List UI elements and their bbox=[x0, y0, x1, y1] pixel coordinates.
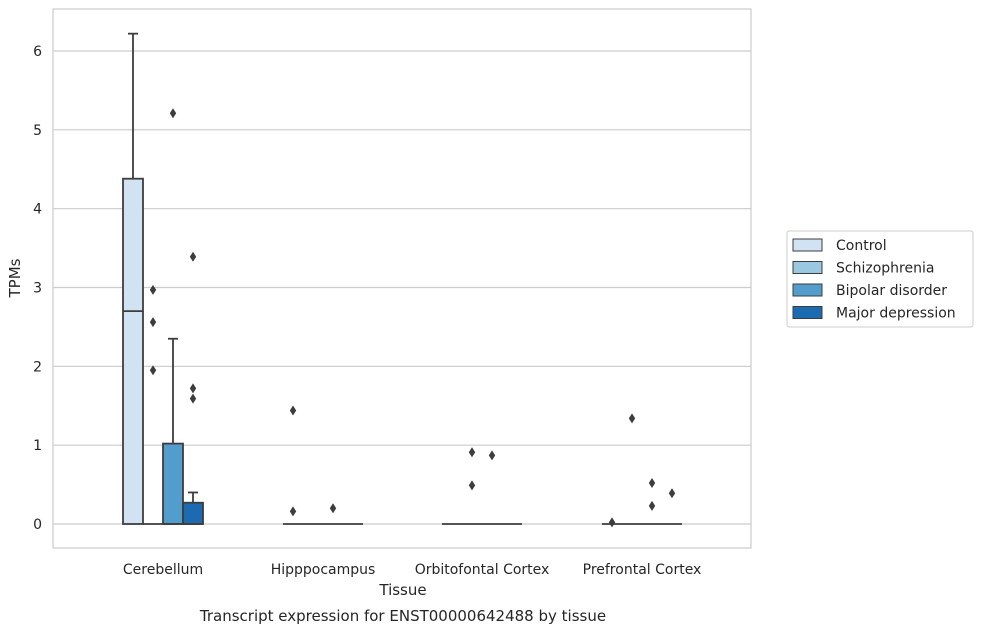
y-axis-ticks: 0 1 2 3 4 5 6 bbox=[33, 44, 42, 533]
box-control bbox=[602, 517, 622, 528]
legend-swatch bbox=[792, 238, 823, 252]
x-axis-label: Tissue bbox=[378, 581, 426, 599]
y-tick-label: 0 bbox=[33, 517, 42, 533]
y-tick-label: 3 bbox=[33, 281, 42, 297]
y-tick-label: 2 bbox=[33, 359, 42, 375]
x-tick-label: Prefrontal Cortex bbox=[583, 562, 702, 578]
y-tick-label: 5 bbox=[33, 123, 42, 139]
legend-label: Bipolar disorder bbox=[836, 283, 947, 299]
legend-swatch bbox=[792, 261, 823, 274]
box-bipolar-disorder bbox=[642, 478, 662, 525]
y-tick-label: 6 bbox=[33, 44, 42, 60]
flier-point bbox=[189, 393, 197, 404]
box-bipolar-disorder bbox=[323, 503, 343, 525]
plot-frame bbox=[52, 8, 752, 549]
legend-swatch bbox=[792, 306, 823, 319]
flier-point bbox=[289, 405, 297, 416]
box-bipolar-disorder bbox=[162, 108, 184, 525]
x-axis-ticks: Cerebellum Hipppocampus Orbitofontal Corte… bbox=[123, 562, 701, 578]
chart-caption: Transcript expression for ENST0000064248… bbox=[199, 607, 606, 625]
x-tick-label: Orbitofontal Cortex bbox=[415, 562, 550, 578]
legend-label: Major depression bbox=[836, 306, 956, 322]
box-schizophrenia bbox=[622, 413, 642, 525]
box-iqr bbox=[122, 177, 144, 525]
flier-point bbox=[648, 500, 656, 511]
flier-point bbox=[149, 317, 157, 328]
flier-point bbox=[189, 251, 197, 262]
box-bipolar-disorder bbox=[482, 450, 502, 525]
legend: Control Schizophrenia Bipolar disorder Majo… bbox=[786, 230, 974, 328]
legend-swatch bbox=[792, 283, 823, 297]
box-control bbox=[283, 405, 303, 525]
flier-point bbox=[648, 478, 656, 489]
legend-frame bbox=[786, 230, 974, 328]
flier-point bbox=[488, 450, 496, 461]
flier-point bbox=[289, 506, 297, 517]
box-schizophrenia bbox=[462, 447, 482, 525]
flier-point bbox=[668, 488, 676, 499]
flier-point bbox=[189, 383, 197, 394]
x-tick-label: Cerebellum bbox=[123, 562, 203, 578]
flier-point bbox=[169, 108, 177, 119]
legend-label: Control bbox=[836, 238, 887, 254]
flier-point bbox=[149, 365, 157, 376]
boxes bbox=[122, 32, 682, 528]
box-iqr bbox=[162, 442, 184, 525]
flier-point bbox=[468, 447, 476, 458]
flier-point bbox=[468, 480, 476, 491]
y-tick-label: 4 bbox=[33, 202, 42, 218]
box-schizophrenia bbox=[143, 284, 163, 525]
flier-point bbox=[329, 503, 337, 514]
gridlines bbox=[53, 50, 751, 525]
x-tick-label: Hipppocampus bbox=[271, 562, 376, 578]
box-major-depression bbox=[182, 251, 204, 525]
y-tick-label: 1 bbox=[33, 438, 42, 454]
flier-point bbox=[149, 284, 157, 295]
flier-point bbox=[608, 517, 616, 528]
box-major-depression bbox=[662, 488, 682, 525]
box-control bbox=[122, 32, 144, 525]
y-axis-label: TPMs bbox=[6, 258, 24, 298]
box-iqr bbox=[182, 501, 204, 525]
flier-point bbox=[628, 413, 636, 424]
legend-label: Schizophrenia bbox=[836, 261, 934, 277]
